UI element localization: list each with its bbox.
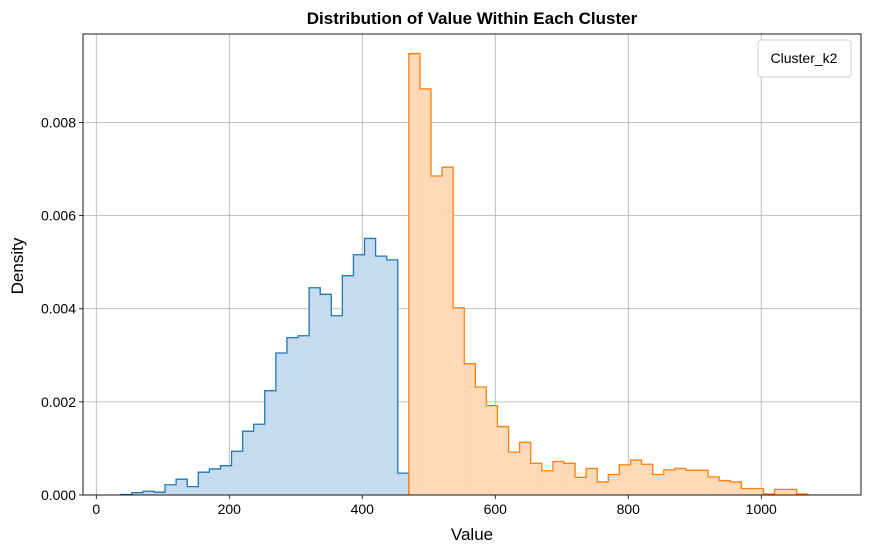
histogram-bar bbox=[386, 259, 399, 495]
histogram-step-outline bbox=[120, 237, 410, 496]
x-axis-label: Value bbox=[451, 525, 493, 544]
legend-box bbox=[757, 39, 852, 78]
histogram-bar bbox=[419, 88, 432, 495]
histogram-bar bbox=[375, 256, 388, 495]
histogram-bar bbox=[741, 488, 753, 495]
histogram-bar bbox=[563, 463, 576, 495]
plot-frame bbox=[82, 33, 862, 496]
histogram-bar bbox=[353, 254, 365, 495]
histogram-bar bbox=[309, 287, 321, 495]
histogram-bar bbox=[475, 386, 487, 495]
x-tick-label: 1000 bbox=[746, 501, 777, 517]
y-tick-label: 0.002 bbox=[41, 394, 76, 410]
y-tick-label: 0.008 bbox=[41, 114, 76, 130]
series-1 bbox=[120, 237, 410, 496]
histogram-bar bbox=[298, 335, 310, 495]
histogram-bar bbox=[774, 489, 787, 495]
histogram-bar bbox=[586, 468, 598, 495]
histogram-bar bbox=[674, 468, 687, 495]
histogram-bar bbox=[719, 480, 731, 495]
histogram-bar bbox=[165, 484, 177, 495]
histogram-bar bbox=[209, 468, 221, 495]
histogram-bar bbox=[552, 461, 565, 495]
plot-series bbox=[120, 52, 809, 496]
histogram-bar bbox=[231, 451, 244, 495]
histogram-bar bbox=[497, 426, 509, 495]
histogram-bar bbox=[198, 472, 210, 495]
histogram-bar bbox=[663, 469, 676, 495]
x-tick-label: 800 bbox=[617, 501, 641, 517]
y-axis-label: Density bbox=[8, 237, 27, 294]
histogram-bar bbox=[641, 464, 654, 495]
histogram-bar bbox=[364, 238, 377, 496]
histogram-bar bbox=[785, 489, 798, 495]
series-2 bbox=[408, 52, 809, 495]
histogram-bar bbox=[442, 167, 454, 495]
histogram-bar bbox=[752, 488, 764, 495]
x-tick-label: 200 bbox=[218, 501, 242, 517]
histogram-bar bbox=[486, 405, 498, 495]
x-axis-ticks: 0 200 400 600 800 1000 bbox=[92, 495, 777, 517]
histogram-bar bbox=[608, 474, 620, 495]
histogram-bar bbox=[685, 470, 698, 495]
histogram-bar bbox=[142, 491, 155, 495]
histogram-bar bbox=[220, 465, 232, 495]
histogram-bar bbox=[597, 481, 609, 495]
histogram-bar bbox=[530, 463, 543, 495]
histogram-bar bbox=[630, 460, 642, 495]
x-tick-label: 0 bbox=[92, 501, 100, 517]
histogram-bar bbox=[176, 479, 188, 495]
histogram-bar bbox=[519, 442, 532, 495]
histogram-bar bbox=[286, 337, 299, 495]
histogram-bar bbox=[264, 390, 277, 495]
histogram-bar bbox=[430, 176, 443, 495]
histogram-bar bbox=[464, 363, 476, 495]
histogram-bar bbox=[508, 452, 521, 495]
y-tick-label: 0.000 bbox=[41, 487, 76, 503]
histogram-bar bbox=[408, 53, 421, 495]
histogram-bar bbox=[652, 474, 665, 495]
histogram-bar bbox=[153, 492, 166, 495]
legend-title: Cluster_k2 bbox=[771, 50, 838, 66]
chart-title: Distribution of Value Within Each Cluste… bbox=[307, 9, 638, 28]
histogram-bar bbox=[696, 470, 709, 495]
histogram-bar bbox=[331, 315, 343, 495]
histogram-bar bbox=[242, 431, 255, 495]
y-tick-label: 0.006 bbox=[41, 208, 76, 224]
histogram-bar bbox=[453, 307, 465, 495]
histogram-bar bbox=[619, 464, 631, 495]
legend: Cluster_k2 bbox=[757, 39, 852, 78]
x-tick-label: 400 bbox=[351, 501, 375, 517]
x-tick-label: 600 bbox=[484, 501, 508, 517]
histogram-bar bbox=[187, 486, 199, 495]
histogram-bar bbox=[708, 476, 720, 495]
histogram-step-outline bbox=[408, 52, 809, 495]
histogram-bar bbox=[575, 477, 587, 495]
histogram-bar bbox=[730, 481, 742, 495]
histogram-bar bbox=[541, 470, 554, 495]
y-tick-label: 0.004 bbox=[41, 301, 76, 317]
histogram-bar bbox=[320, 294, 332, 495]
y-axis-ticks: 0.000 0.002 0.004 0.006 0.008 bbox=[41, 114, 83, 503]
histogram-bar bbox=[342, 275, 354, 495]
histogram-bar bbox=[131, 492, 144, 495]
histogram-bar bbox=[397, 473, 410, 495]
histogram-bar bbox=[275, 352, 288, 495]
histogram-bar bbox=[253, 424, 266, 495]
